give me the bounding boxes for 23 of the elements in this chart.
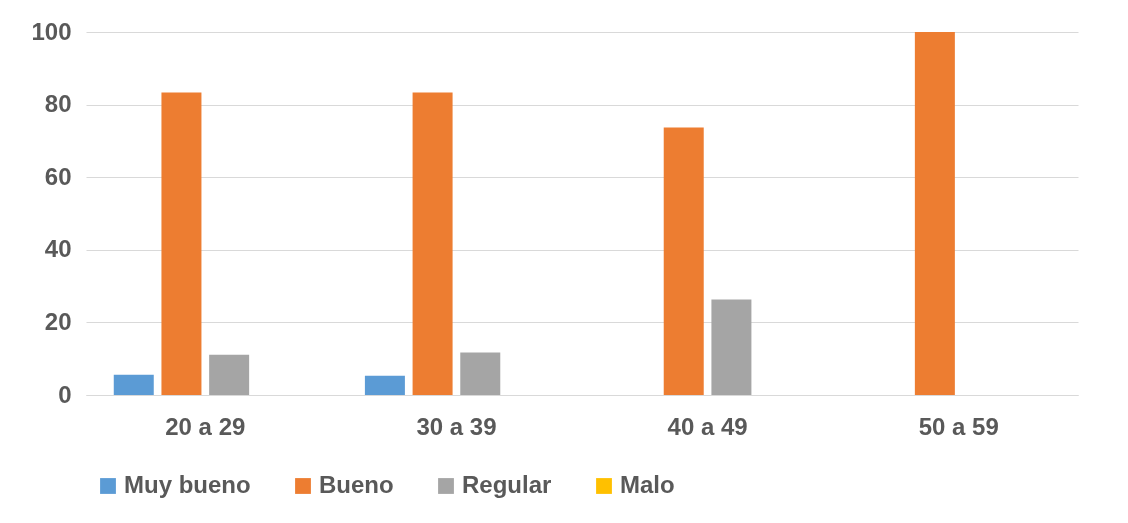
y-tick-label: 60 [44, 162, 72, 190]
bar [364, 375, 405, 395]
bar [209, 354, 250, 395]
bar [412, 92, 453, 395]
legend-label: Muy bueno [124, 471, 251, 498]
y-tick-label: 40 [44, 235, 72, 263]
bar [914, 32, 955, 395]
y-tick-label: 100 [31, 17, 72, 45]
legend-label: Regular [462, 471, 552, 498]
y-tick-label: 80 [44, 90, 72, 118]
bar [113, 374, 154, 395]
bar [161, 92, 202, 395]
x-tick-label: 20 a 29 [165, 412, 246, 440]
x-tick-label: 30 a 39 [416, 412, 497, 440]
bar [711, 299, 752, 395]
x-tick-label: 50 a 59 [918, 412, 999, 440]
x-tick-label: 40 a 49 [667, 412, 748, 440]
legend-label: Bueno [319, 471, 394, 498]
y-tick-label: 0 [58, 380, 72, 408]
bar [460, 352, 501, 395]
y-tick-label: 20 [44, 307, 72, 335]
legend-label: Malo [620, 471, 675, 498]
bar [663, 127, 704, 395]
